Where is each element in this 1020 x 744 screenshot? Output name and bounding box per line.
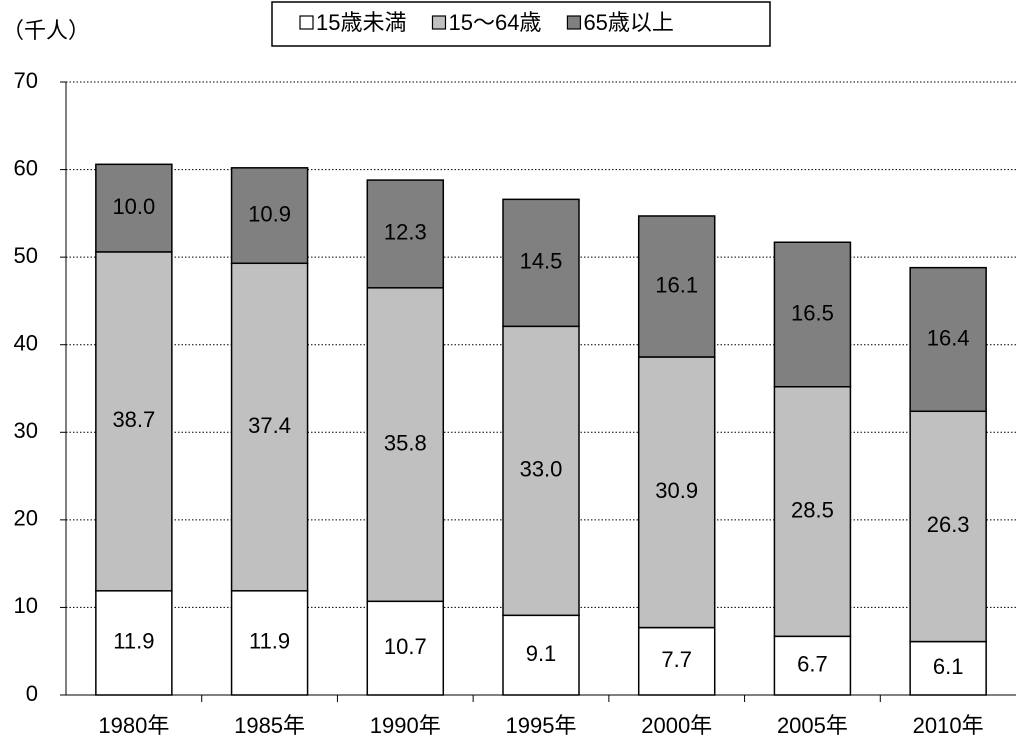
value-label: 35.8 bbox=[384, 430, 427, 455]
legend-label: 15～64歳 bbox=[448, 10, 541, 35]
value-label: 16.5 bbox=[791, 300, 834, 325]
bar-segment bbox=[95, 163, 173, 253]
legend-marker bbox=[431, 15, 447, 30]
value-label: 10.7 bbox=[384, 634, 427, 659]
value-label: 37.4 bbox=[248, 413, 291, 438]
bar-segment bbox=[773, 635, 852, 696]
value-label: 10.0 bbox=[112, 194, 155, 219]
legend-label: 15歳未満 bbox=[316, 10, 406, 35]
y-tick-label: 50 bbox=[14, 243, 38, 268]
bar-segment bbox=[366, 179, 445, 289]
y-tick-label: 10 bbox=[14, 593, 38, 618]
value-label: 38.7 bbox=[112, 407, 155, 432]
bar-segment bbox=[502, 198, 580, 328]
value-label: 10.9 bbox=[248, 201, 291, 226]
bar-segment bbox=[637, 626, 716, 696]
legend-marker bbox=[566, 15, 582, 30]
y-tick-label: 20 bbox=[14, 506, 38, 531]
y-tick-label: 40 bbox=[14, 331, 38, 356]
y-axis-label: （千人） bbox=[2, 18, 90, 43]
bar-segment bbox=[773, 241, 852, 388]
x-tick-label: 1980年 bbox=[98, 713, 169, 738]
value-label: 9.1 bbox=[526, 641, 557, 666]
x-tick-label: 1990年 bbox=[370, 713, 441, 738]
bar-segment bbox=[909, 410, 987, 643]
bar-segment bbox=[502, 325, 580, 617]
value-label: 26.3 bbox=[927, 512, 970, 537]
y-tick-label: 30 bbox=[14, 418, 38, 443]
value-label: 28.5 bbox=[791, 497, 834, 522]
value-label: 7.7 bbox=[661, 647, 692, 672]
x-tick-label: 1985年 bbox=[234, 713, 305, 738]
value-label: 14.5 bbox=[520, 249, 563, 274]
bar-segment bbox=[95, 251, 173, 592]
x-tick-label: 1995年 bbox=[506, 713, 577, 738]
bar-segment bbox=[637, 356, 716, 629]
bar-segment bbox=[230, 167, 309, 265]
legend-marker bbox=[299, 15, 314, 30]
bar-segment bbox=[366, 287, 445, 603]
y-tick-label: 70 bbox=[14, 68, 38, 93]
bar-segment bbox=[637, 215, 716, 358]
bar-segment bbox=[230, 590, 309, 696]
bar-segment bbox=[230, 262, 309, 592]
value-label: 6.1 bbox=[933, 654, 964, 679]
value-label: 30.9 bbox=[655, 478, 698, 503]
legend-box bbox=[271, 1, 771, 47]
value-label: 6.7 bbox=[797, 651, 828, 676]
bar-segment bbox=[773, 385, 852, 638]
x-tick-label: 2000年 bbox=[641, 713, 712, 738]
bar-segment bbox=[909, 266, 987, 413]
bar-segment bbox=[366, 600, 445, 696]
value-label: 33.0 bbox=[520, 457, 563, 482]
value-label: 11.9 bbox=[113, 629, 154, 654]
value-label: 12.3 bbox=[384, 220, 427, 245]
value-label: 11.9 bbox=[249, 629, 290, 654]
y-tick-label: 60 bbox=[14, 155, 38, 180]
value-label: 16.1 bbox=[655, 272, 698, 297]
y-tick-label: 0 bbox=[26, 681, 38, 706]
legend-label: 65歳以上 bbox=[583, 10, 673, 35]
x-tick-label: 2005年 bbox=[777, 713, 848, 738]
value-label: 16.4 bbox=[927, 325, 970, 350]
x-tick-label: 2010年 bbox=[913, 713, 984, 738]
bar-segment bbox=[909, 640, 987, 696]
bar-segment bbox=[502, 614, 580, 696]
